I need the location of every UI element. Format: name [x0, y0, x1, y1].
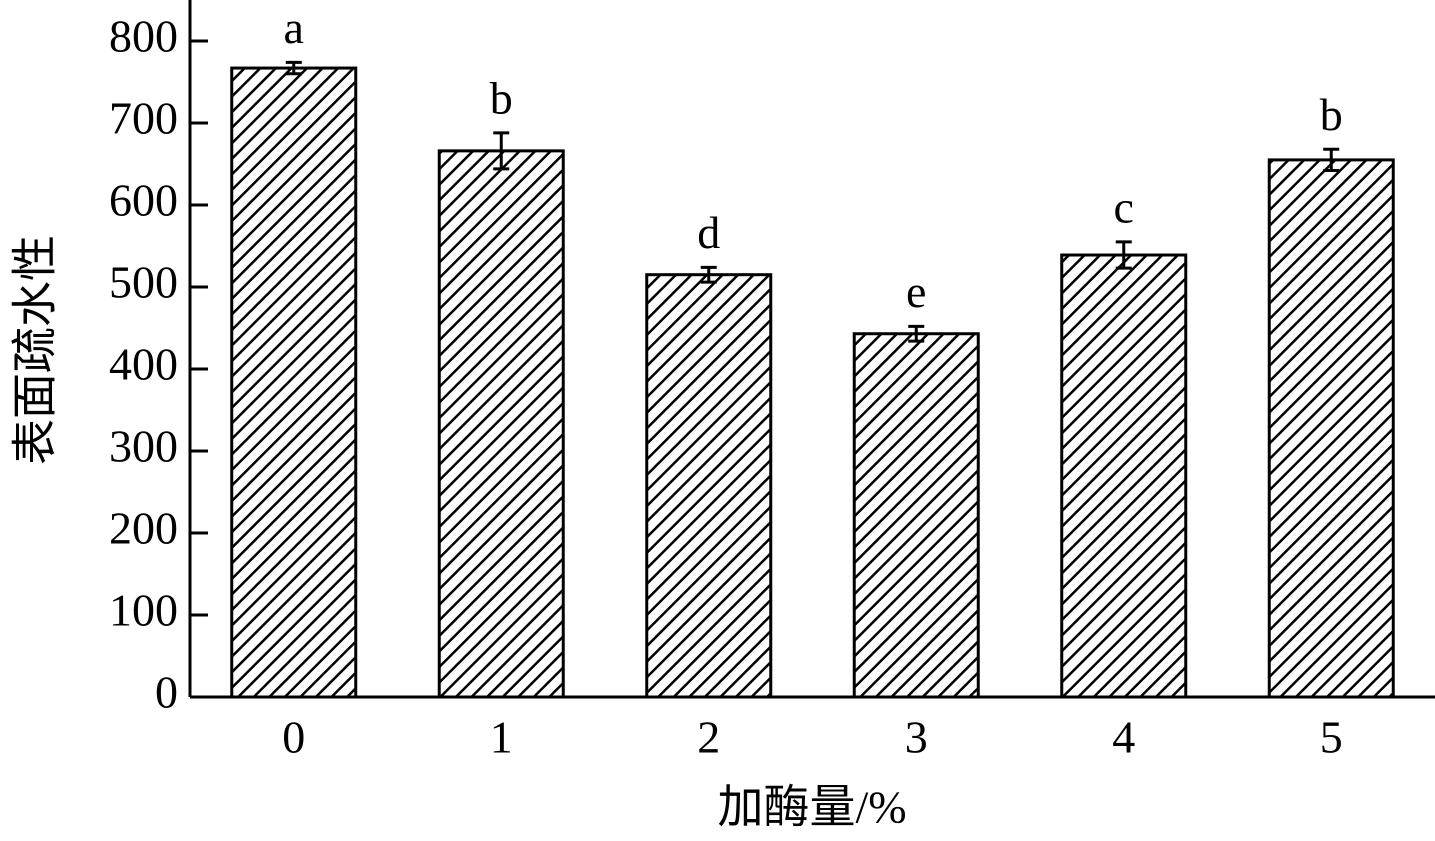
- y-tick-label: 400: [109, 339, 178, 390]
- y-tick-label: 100: [109, 585, 178, 636]
- significance-letter: a: [284, 2, 304, 53]
- x-tick-label: 4: [1112, 712, 1135, 763]
- x-tick-label: 0: [282, 712, 305, 763]
- y-tick-label: 600: [109, 175, 178, 226]
- y-tick-label: 200: [109, 503, 178, 554]
- bar: [852, 332, 980, 699]
- y-tick-label: 800: [109, 11, 178, 62]
- y-tick-label: 300: [109, 421, 178, 472]
- y-tick-label: 700: [109, 93, 178, 144]
- x-tick-label: 2: [697, 712, 720, 763]
- bar: [437, 149, 565, 699]
- significance-letter: b: [490, 72, 513, 123]
- significance-letter: b: [1320, 89, 1343, 140]
- x-tick-label: 3: [905, 712, 928, 763]
- x-tick-label: 1: [490, 712, 513, 763]
- significance-letter: e: [906, 266, 926, 317]
- significance-letter: d: [697, 207, 720, 258]
- y-tick-label: 0: [155, 667, 178, 718]
- y-tick-label: 500: [109, 257, 178, 308]
- bar: [1267, 158, 1395, 699]
- bar: [1060, 253, 1188, 699]
- y-axis-label: 表面疏水性: [10, 235, 61, 465]
- x-axis-label: 加酶量/%: [717, 782, 906, 833]
- significance-letter: c: [1114, 181, 1134, 232]
- bar: [645, 273, 773, 699]
- x-tick-label: 5: [1320, 712, 1343, 763]
- bar: [230, 66, 358, 699]
